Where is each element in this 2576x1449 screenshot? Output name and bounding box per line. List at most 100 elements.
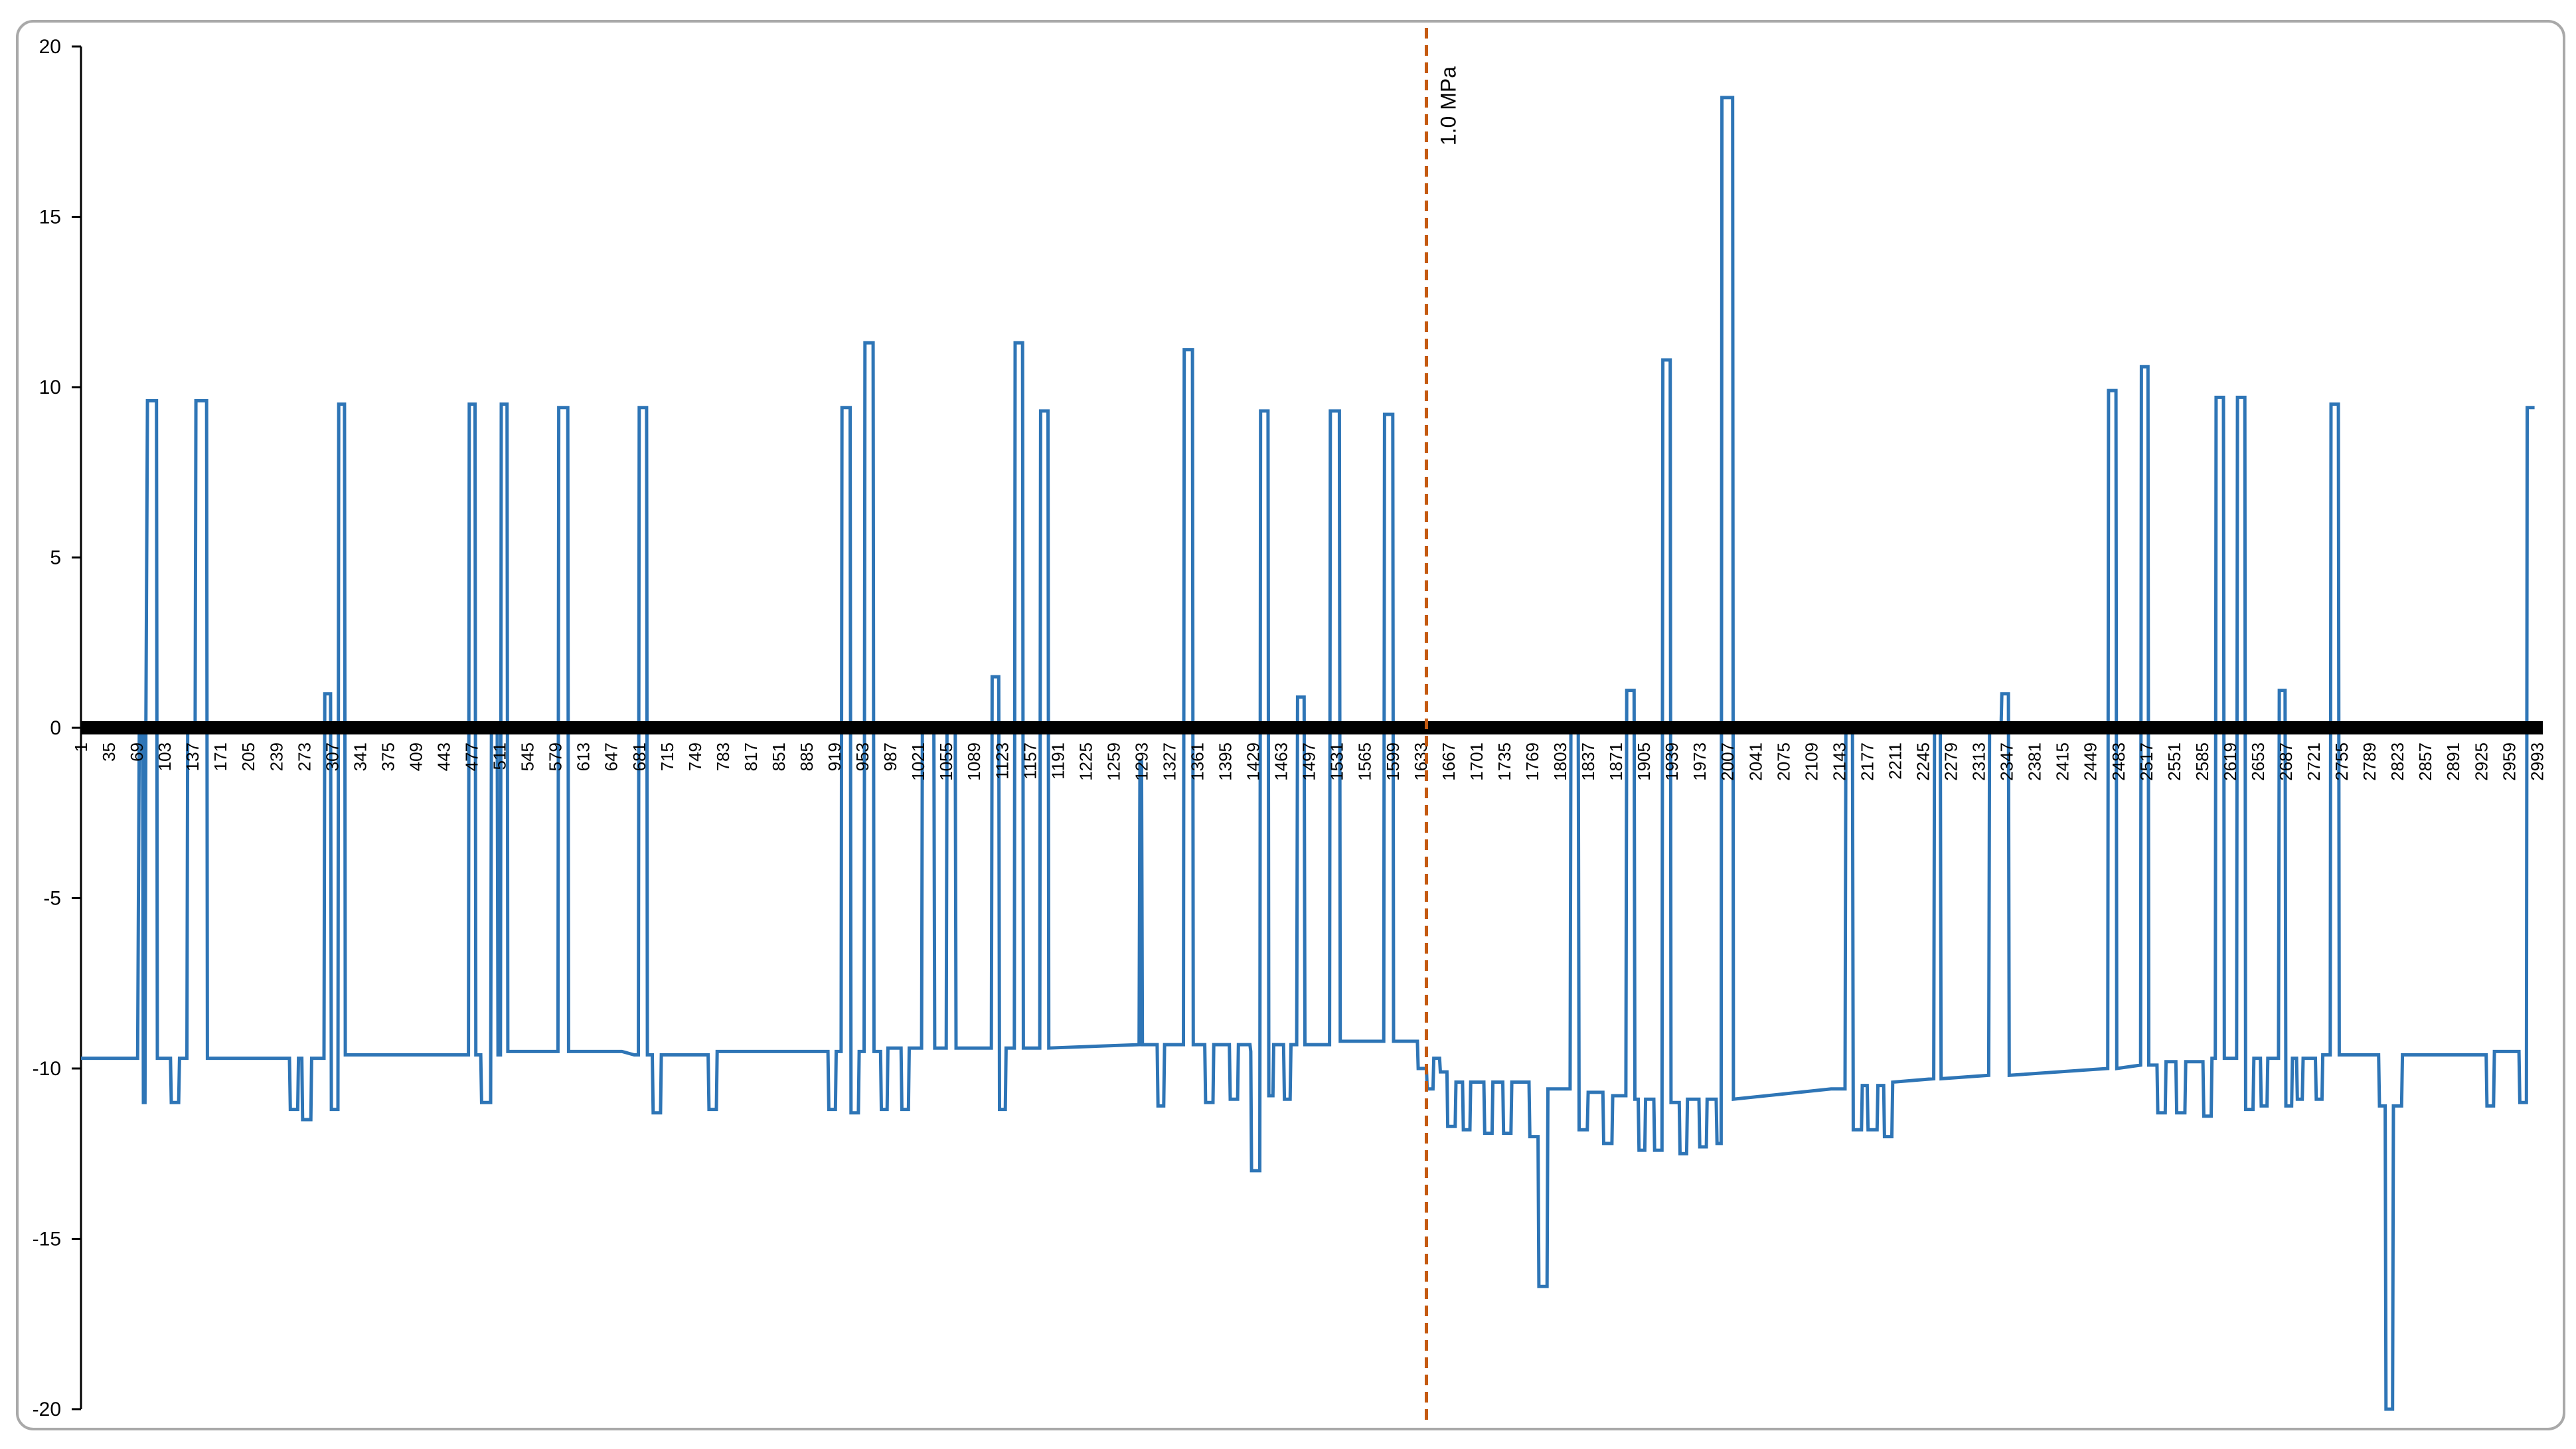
x-tick-label: 1225	[1076, 742, 1095, 781]
x-tick-label: 2075	[1773, 742, 1793, 781]
x-tick-label: 2551	[2164, 742, 2184, 781]
x-tick-labels: 1 35 69 103 137 171 205 239 273 307 341 375 409 443 47…	[71, 742, 2547, 781]
x-tick-label: 69	[127, 742, 147, 762]
y-tick-label: 20	[39, 36, 61, 58]
x-tick-label: 1157	[1020, 742, 1040, 780]
x-tick-label: 2585	[2192, 742, 2212, 781]
x-tick-label: 1667	[1439, 742, 1459, 781]
x-tick-label: 443	[434, 742, 454, 771]
y-tick-label: -20	[33, 1399, 61, 1420]
x-tick-label: 2483	[2109, 742, 2129, 781]
x-tick-label: 1395	[1216, 742, 1236, 781]
x-tick-label: 2721	[2304, 742, 2324, 781]
x-tick-label: 2823	[2387, 742, 2407, 781]
y-tick-label: 15	[39, 207, 61, 228]
x-tick-label: 885	[797, 742, 817, 771]
reference-line-layer: 1.0 MPa	[1424, 28, 1460, 1421]
x-tick-label: 409	[406, 742, 426, 771]
x-tick-label: 749	[685, 742, 705, 771]
x-tick-label: 1089	[964, 742, 984, 781]
x-tick-label: 1565	[1355, 742, 1375, 781]
x-tick-label: 2313	[1969, 742, 1989, 781]
x-tick-label: 2041	[1745, 742, 1765, 781]
y-tick-label: -15	[33, 1229, 61, 1250]
x-tick-label: 919	[825, 742, 845, 771]
x-tick-label: 35	[99, 742, 119, 762]
x-tick-label: 375	[378, 742, 398, 771]
x-tick-label: 1293	[1131, 742, 1151, 781]
x-tick-label: 1361	[1188, 742, 1208, 781]
x-tick-label: 2687	[2276, 742, 2296, 781]
x-tick-label: 307	[322, 742, 342, 771]
x-tick-label: 1021	[908, 742, 928, 781]
x-tick-label: 2007	[1718, 742, 1737, 781]
x-tick-label: 103	[155, 742, 175, 771]
x-tick-label: 1	[71, 742, 91, 752]
axes: 20 15 10 5 0 -5 -10 -15 -20	[33, 36, 82, 1420]
x-tick-label: 1463	[1271, 742, 1291, 781]
x-tick-label: 477	[462, 742, 482, 771]
x-tick-label: 1599	[1383, 742, 1403, 781]
x-tick-label: 2925	[2471, 742, 2491, 781]
x-tick-label: 545	[518, 742, 538, 771]
x-tick-label: 1055	[936, 742, 956, 781]
x-tick-label: 1123	[992, 742, 1012, 780]
x-tick-label: 2279	[1941, 742, 1961, 781]
x-tick-label: 1769	[1522, 742, 1542, 781]
x-tick-label: 2993	[2527, 742, 2547, 781]
y-tick-label: 0	[50, 717, 61, 739]
x-tick-label: 1905	[1634, 742, 1654, 781]
x-tick-label: 239	[266, 742, 286, 771]
x-tick-label: 2211	[1886, 742, 1905, 780]
y-tick-label: 5	[50, 547, 61, 569]
x-tick-label: 2245	[1913, 742, 1933, 781]
x-tick-label: 2857	[2415, 742, 2435, 781]
x-tick-label: 1939	[1662, 742, 1682, 781]
x-tick-label: 2449	[2081, 742, 2101, 781]
x-tick-label: 715	[657, 742, 677, 771]
x-tick-label: 1837	[1578, 742, 1598, 781]
x-tick-label: 1803	[1550, 742, 1570, 781]
x-tick-label: 2143	[1829, 742, 1849, 781]
x-tick-label: 1191	[1048, 742, 1068, 780]
x-tick-label: 579	[546, 742, 566, 771]
x-tick-label: 851	[769, 742, 789, 771]
x-tick-label: 1701	[1467, 742, 1487, 781]
x-tick-label: 273	[294, 742, 314, 771]
y-tick-label: -5	[43, 888, 61, 910]
x-tick-label: 1429	[1244, 742, 1263, 781]
x-tick-label: 647	[602, 742, 621, 771]
x-tick-label: 2415	[2053, 742, 2073, 781]
y-tick-label: -10	[33, 1058, 61, 1080]
x-tick-label: 817	[741, 742, 761, 771]
x-tick-label: 1497	[1299, 742, 1319, 781]
x-tick-label: 1259	[1103, 742, 1123, 781]
x-tick-label: 2755	[2332, 742, 2352, 781]
x-tick-label: 2177	[1857, 742, 1877, 781]
x-tick-label: 2789	[2360, 742, 2379, 781]
x-tick-label: 2891	[2443, 742, 2463, 781]
x-tick-label: 783	[713, 742, 733, 771]
x-tick-label: 205	[238, 742, 258, 771]
x-tick-label: 1531	[1327, 742, 1347, 781]
x-tick-label: 987	[880, 742, 900, 771]
x-tick-label: 1327	[1160, 742, 1180, 781]
x-tick-label: 681	[629, 742, 649, 771]
x-tick-label: 511	[490, 742, 510, 770]
x-tick-label: 2619	[2220, 742, 2240, 781]
x-tick-label: 1871	[1606, 742, 1626, 781]
x-tick-label: 1973	[1690, 742, 1710, 781]
x-tick-label: 953	[852, 742, 872, 771]
reference-line-label: 1.0 MPa	[1436, 66, 1460, 145]
x-tick-label: 1735	[1494, 742, 1514, 781]
x-tick-label: 2653	[2248, 742, 2268, 781]
x-tick-label: 171	[210, 742, 230, 771]
x-tick-label: 341	[350, 742, 370, 771]
x-tick-label: 2109	[1801, 742, 1821, 781]
x-tick-label: 613	[574, 742, 594, 771]
y-tick-label: 10	[39, 377, 61, 398]
x-tick-label: 2517	[2136, 742, 2156, 781]
x-tick-label: 2959	[2499, 742, 2519, 781]
x-tick-label: 2347	[1997, 742, 2017, 781]
